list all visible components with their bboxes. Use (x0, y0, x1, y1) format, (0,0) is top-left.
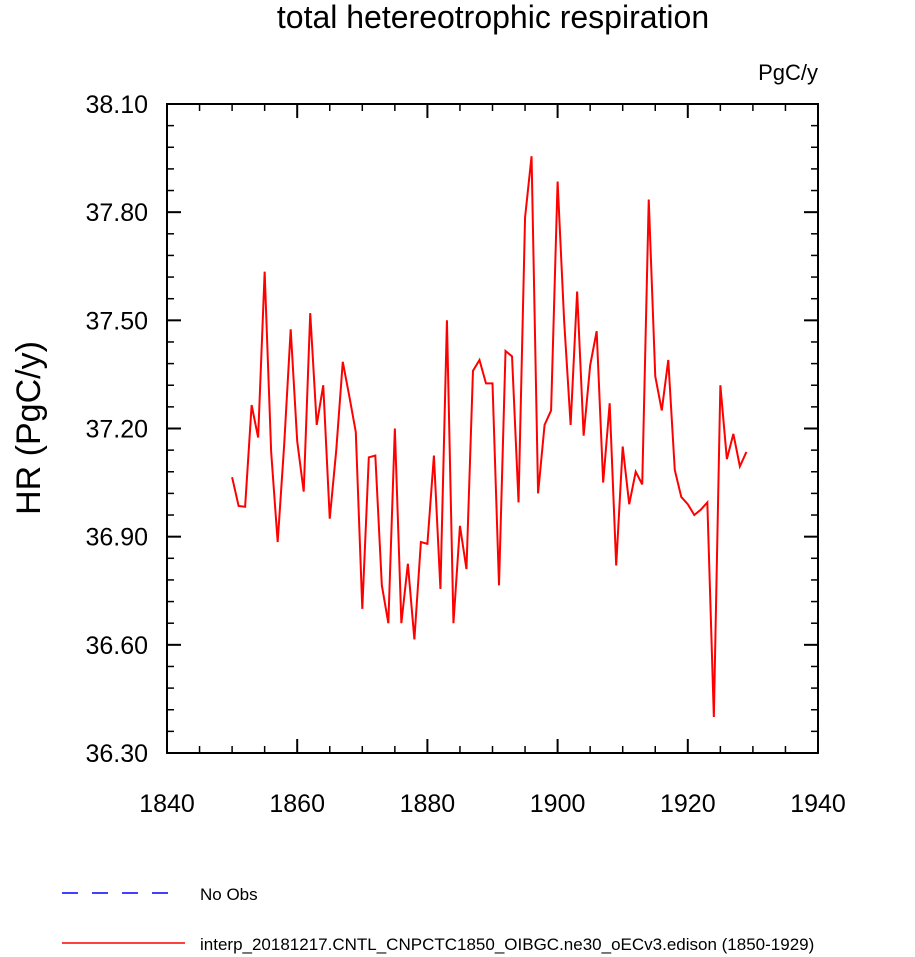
legend-label-model: interp_20181217.CNTL_CNPCTC1850_OIBGC.ne… (200, 935, 814, 954)
plot-frame (166, 103, 819, 754)
x-tick-label: 1880 (400, 790, 456, 818)
chart-title: total hetereotrophic respiration (277, 0, 709, 35)
x-tick-label: 1860 (269, 790, 325, 818)
y-tick-label: 36.30 (85, 740, 148, 768)
data-series (231, 156, 748, 717)
legend: No Obs interp_20181217.CNTL_CNPCTC1850_O… (62, 885, 814, 954)
y-tick-label: 36.90 (85, 524, 148, 552)
y-axis-label: HR (PgC/y) (10, 341, 48, 515)
x-tick-label: 1840 (139, 790, 195, 818)
x-tick-labels: 1840 1860 1880 1900 1920 1940 (139, 790, 846, 818)
y-tick-label: 38.10 (85, 91, 148, 119)
units-label: PgC/y (758, 60, 818, 85)
legend-label-no-obs: No Obs (200, 885, 258, 904)
series-line-0 (231, 156, 748, 717)
y-tick-label: 37.80 (85, 199, 148, 227)
y-tick-label: 37.50 (85, 307, 148, 335)
y-tick-label: 37.20 (85, 416, 148, 444)
y-tick-labels: 36.30 36.60 36.90 37.20 37.50 37.80 38.10 (85, 91, 148, 768)
x-tick-label: 1920 (660, 790, 716, 818)
x-tick-label: 1940 (790, 790, 846, 818)
x-tick-label: 1900 (530, 790, 586, 818)
y-tick-label: 36.60 (85, 632, 148, 660)
